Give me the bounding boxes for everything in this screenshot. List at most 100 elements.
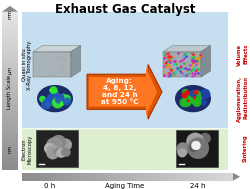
Bar [29, 173, 30, 181]
Bar [207, 173, 208, 181]
Bar [222, 173, 223, 181]
Bar [37, 173, 38, 181]
Bar [2, 48, 18, 49]
Bar [2, 117, 18, 118]
Bar [2, 102, 18, 104]
Bar [129, 173, 130, 181]
Bar [175, 173, 176, 181]
Bar [2, 155, 18, 156]
Bar [191, 173, 192, 181]
Circle shape [63, 97, 71, 106]
Bar [2, 112, 18, 113]
Circle shape [182, 92, 188, 99]
Bar [52, 173, 53, 181]
Bar [2, 127, 18, 128]
Bar [2, 60, 18, 61]
Bar [38, 173, 39, 181]
Bar [61, 173, 62, 181]
Circle shape [52, 97, 64, 108]
Bar [2, 133, 18, 134]
Circle shape [50, 86, 58, 94]
Bar [2, 145, 18, 146]
Bar [25, 173, 26, 181]
Bar [2, 45, 18, 46]
Circle shape [190, 97, 196, 103]
Circle shape [54, 147, 61, 154]
Bar [208, 173, 209, 181]
Circle shape [192, 141, 200, 150]
Bar [2, 137, 18, 138]
Bar [2, 118, 18, 119]
Bar [2, 79, 18, 80]
Text: Volume
Effects: Volume Effects [237, 44, 248, 66]
Bar [165, 173, 166, 181]
Bar [156, 173, 157, 181]
Polygon shape [163, 52, 201, 77]
Circle shape [48, 92, 59, 103]
Bar [85, 173, 86, 181]
Text: Length Scale: Length Scale [8, 75, 12, 109]
Bar [2, 141, 18, 142]
Bar [74, 173, 75, 181]
Bar [2, 25, 18, 26]
Bar [2, 167, 18, 168]
Bar [2, 46, 18, 47]
Bar [184, 173, 185, 181]
Bar [75, 173, 76, 181]
Bar [2, 13, 18, 14]
Bar [27, 173, 28, 181]
Bar [2, 116, 18, 117]
Bar [2, 40, 18, 41]
Bar [2, 168, 18, 169]
Circle shape [194, 90, 198, 95]
Circle shape [180, 98, 189, 107]
Bar [41, 173, 42, 181]
Bar [2, 30, 18, 31]
Bar [2, 70, 18, 71]
Circle shape [176, 143, 189, 155]
Bar [2, 71, 18, 72]
Bar [76, 173, 77, 181]
Bar [2, 88, 18, 89]
Circle shape [59, 94, 67, 101]
Circle shape [54, 140, 66, 151]
Bar [94, 173, 95, 181]
Bar [164, 173, 165, 181]
Bar [2, 119, 18, 120]
Bar [2, 122, 18, 123]
Bar [59, 173, 60, 181]
Bar [2, 92, 18, 93]
Bar [142, 173, 143, 181]
Circle shape [57, 143, 69, 154]
Bar [2, 115, 18, 116]
Bar [158, 173, 159, 181]
Bar [2, 51, 18, 52]
Bar [162, 173, 163, 181]
Bar [81, 173, 82, 181]
Bar [2, 150, 18, 151]
Bar [2, 55, 18, 56]
Bar [2, 22, 18, 23]
Bar [144, 173, 145, 181]
Bar [127, 173, 128, 181]
Bar [2, 39, 18, 40]
Circle shape [39, 96, 46, 102]
Bar [2, 43, 18, 44]
Circle shape [182, 89, 189, 95]
Circle shape [43, 98, 52, 107]
Polygon shape [71, 46, 81, 77]
Bar [2, 17, 18, 18]
Bar [209, 173, 210, 181]
Circle shape [44, 143, 55, 153]
Bar [91, 173, 92, 181]
Circle shape [178, 148, 187, 157]
Bar [155, 173, 156, 181]
Circle shape [55, 95, 64, 104]
Bar [2, 157, 18, 158]
Bar [68, 173, 69, 181]
Bar [2, 50, 18, 51]
Circle shape [47, 94, 54, 101]
Bar [2, 132, 18, 133]
Polygon shape [233, 173, 240, 181]
Bar [79, 173, 80, 181]
